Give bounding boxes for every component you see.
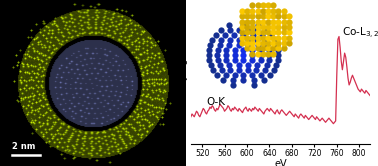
Text: 2 nm: 2 nm — [12, 142, 36, 151]
Y-axis label: EELS intensity signal (a.u.): EELS intensity signal (a.u.) — [179, 17, 188, 139]
X-axis label: eV: eV — [274, 159, 287, 166]
Text: Co-L$_{3,2}$: Co-L$_{3,2}$ — [342, 26, 378, 41]
Text: O-K: O-K — [206, 97, 225, 107]
